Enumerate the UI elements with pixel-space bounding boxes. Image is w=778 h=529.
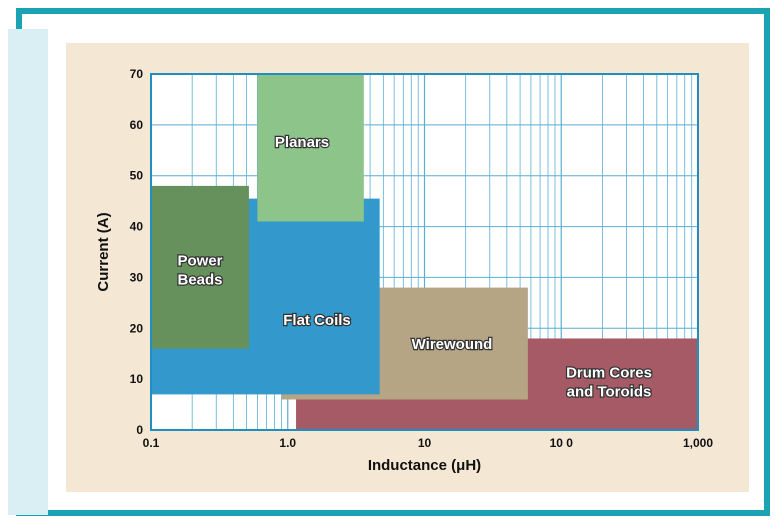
drum-cores-label: Drum Cores and Toroids (566, 365, 652, 401)
tick-labels: 0.1 1.0 10 10 0 1,000 0 10 20 30 40 50 60 70 (130, 67, 714, 450)
wirewound-label: Wirewound (412, 336, 493, 353)
y-tick-label: 0 (136, 423, 143, 437)
y-axis-title: Current (A) (95, 212, 112, 291)
planars-label: Planars (275, 134, 329, 151)
y-tick-label: 10 (130, 372, 144, 386)
power-beads-label: Power Beads (177, 253, 222, 289)
x-tick-label: 10 0 (550, 436, 574, 450)
x-axis-title: Inductance (μH) (368, 457, 481, 474)
y-tick-label: 70 (130, 67, 144, 81)
left-accent-strip (8, 29, 48, 515)
y-tick-label: 20 (130, 321, 144, 335)
power-beads-region (151, 185, 249, 349)
y-tick-label: 60 (130, 118, 144, 132)
y-tick-label: 30 (130, 270, 144, 284)
y-tick-label: 40 (130, 220, 144, 234)
x-tick-label: 10 (418, 436, 432, 450)
x-tick-label: 0.1 (143, 436, 160, 450)
y-tick-label: 50 (130, 169, 144, 183)
x-tick-label: 1.0 (279, 436, 296, 450)
flat-coils-label: Flat Coils (283, 312, 351, 329)
x-tick-label: 1,000 (683, 436, 713, 450)
planars-region (257, 74, 364, 222)
region-labels: Drum Cores and Toroids Wirewound Flat Coils… (176, 133, 653, 402)
regions (151, 74, 698, 430)
plot-border (150, 73, 699, 431)
